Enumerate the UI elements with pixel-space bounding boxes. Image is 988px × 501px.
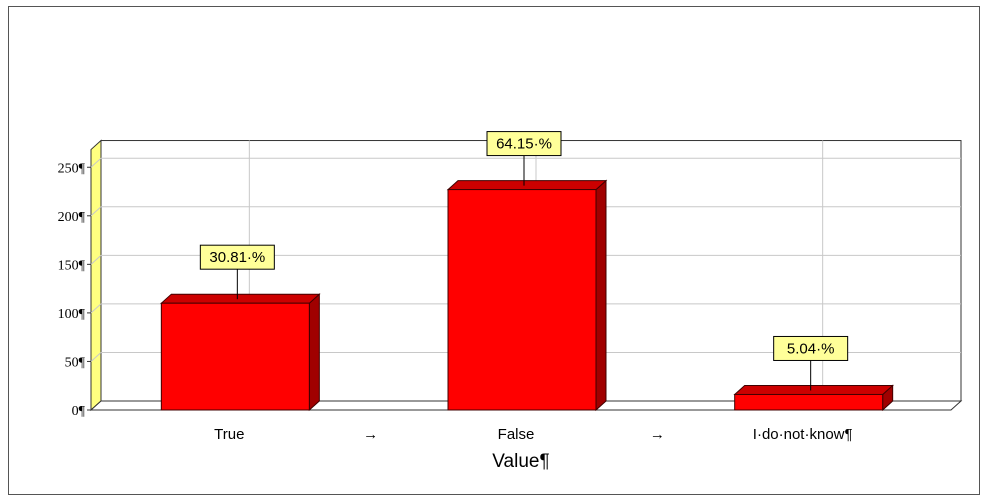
bar-side	[308, 293, 320, 412]
y-tick-label: 50¶	[65, 355, 86, 370]
y-tick-label: 100¶	[58, 307, 86, 322]
data-label-box	[773, 335, 849, 361]
x-axis-labels: True → False → I·do·not·know¶	[214, 426, 852, 443]
bar	[446, 179, 608, 412]
chart-frame: 0¶ 50¶ 100¶ 150¶ 200¶ 250¶ 30.81·% 64.15·% 5.04…	[8, 6, 980, 495]
bar-front	[160, 302, 310, 411]
gridline-y-side	[90, 352, 102, 362]
bar-side	[595, 179, 607, 412]
tab-arrow-glyph: →	[363, 426, 378, 443]
y-tick-label: 150¶	[58, 258, 86, 273]
y-tick-label: 250¶	[58, 161, 86, 176]
bar	[160, 293, 321, 412]
gridline-y-side	[90, 303, 102, 314]
y-axis-ticks: 0¶ 50¶ 100¶ 150¶ 200¶ 250¶	[58, 161, 91, 419]
x-axis-title: Value¶	[492, 451, 549, 472]
bar-front	[734, 393, 884, 411]
bar-top	[160, 293, 321, 304]
bar-front	[447, 189, 597, 411]
data-label: 30.81·%	[209, 249, 265, 266]
bars	[160, 179, 894, 412]
y-tick-label: 200¶	[58, 210, 86, 225]
gridline-y-side	[90, 254, 102, 265]
data-label: 5.04·%	[787, 340, 835, 357]
data-label-box	[486, 131, 562, 157]
gridline-y-side	[90, 206, 102, 217]
gridline-y-side	[90, 157, 102, 168]
x-tick-label: True	[214, 426, 244, 443]
bar	[733, 384, 894, 412]
bar-chart: 0¶ 50¶ 100¶ 150¶ 200¶ 250¶ 30.81·% 64.15·% 5.04…	[58, 131, 963, 472]
data-labels: 30.81·% 64.15·% 5.04·%	[199, 131, 849, 391]
tab-arrow-glyph: →	[650, 426, 665, 443]
y-tick-label: 0¶	[72, 404, 86, 419]
x-tick-label: False	[498, 426, 535, 443]
x-tick-label: I·do·not·know¶	[753, 426, 853, 443]
bar-top	[446, 180, 608, 191]
data-label: 64.15·%	[496, 136, 552, 153]
side-wall	[90, 139, 102, 412]
bar-top	[733, 384, 894, 395]
data-label-box	[199, 244, 275, 270]
